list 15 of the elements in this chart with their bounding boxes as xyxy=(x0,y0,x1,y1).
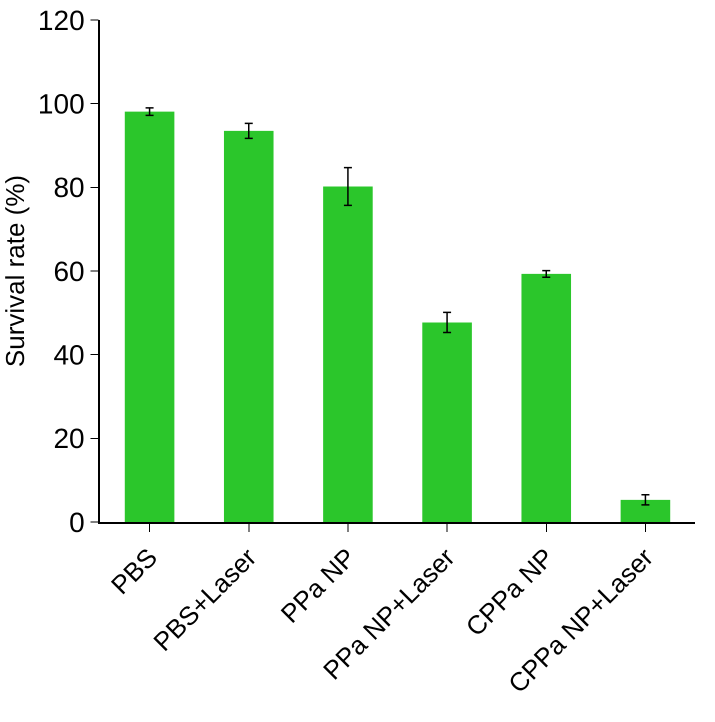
y-tick-label: 60 xyxy=(53,256,85,287)
bar xyxy=(224,130,274,522)
y-tick-label: 20 xyxy=(53,423,85,454)
y-tick-label: 80 xyxy=(53,172,85,204)
bar xyxy=(323,186,373,522)
y-tick-label: 0 xyxy=(69,506,85,538)
x-tick-label: PPa NP xyxy=(274,542,362,629)
y-axis-title: Survival rate (%) xyxy=(0,174,30,368)
bar xyxy=(620,500,670,522)
y-tick-label: 100 xyxy=(38,88,85,120)
bar xyxy=(521,274,572,522)
y-tick-label: 40 xyxy=(53,339,85,370)
bar xyxy=(422,322,472,522)
bar xyxy=(124,112,174,522)
y-tick-label: 120 xyxy=(38,4,85,36)
